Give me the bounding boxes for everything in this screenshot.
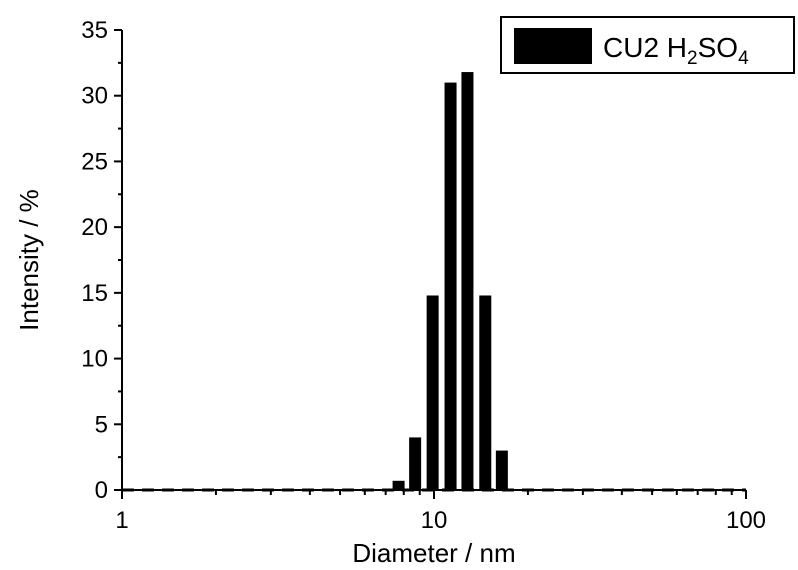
y-tick-label: 25 xyxy=(81,148,108,175)
legend-label-prefix: CU2 H xyxy=(603,32,687,63)
legend: CU2 H2SO4 xyxy=(500,16,795,74)
legend-label: CU2 H2SO4 xyxy=(603,32,749,69)
y-tick-label: 30 xyxy=(81,83,108,110)
y-tick-label: 35 xyxy=(81,17,108,44)
y-tick-label: 15 xyxy=(81,280,108,307)
x-tick-label: 1 xyxy=(115,507,128,534)
y-tick-label: 0 xyxy=(95,477,108,504)
y-axis-title: Intensity / % xyxy=(14,189,44,331)
bar xyxy=(479,295,492,490)
bar xyxy=(409,437,422,490)
bar xyxy=(495,450,508,490)
legend-swatch xyxy=(514,28,592,64)
bar xyxy=(444,82,457,491)
x-tick-label: 100 xyxy=(726,507,766,534)
x-axis-title: Diameter / nm xyxy=(352,538,515,568)
y-tick-label: 5 xyxy=(95,411,108,438)
legend-subscript-2: 2 xyxy=(687,48,698,69)
legend-label-mid: SO xyxy=(698,32,738,63)
bar xyxy=(461,72,474,491)
bars-group xyxy=(392,72,508,491)
y-ticks-group: 0 5 10 15 20 25 30 35 xyxy=(81,17,122,504)
y-tick-label: 10 xyxy=(81,346,108,373)
y-tick-label: 20 xyxy=(81,214,108,241)
x-tick-label: 10 xyxy=(421,507,448,534)
legend-subscript-4: 4 xyxy=(738,48,749,69)
bar xyxy=(392,480,405,490)
bar xyxy=(426,295,439,490)
x-ticks-group: 1 10 100 xyxy=(115,490,766,534)
